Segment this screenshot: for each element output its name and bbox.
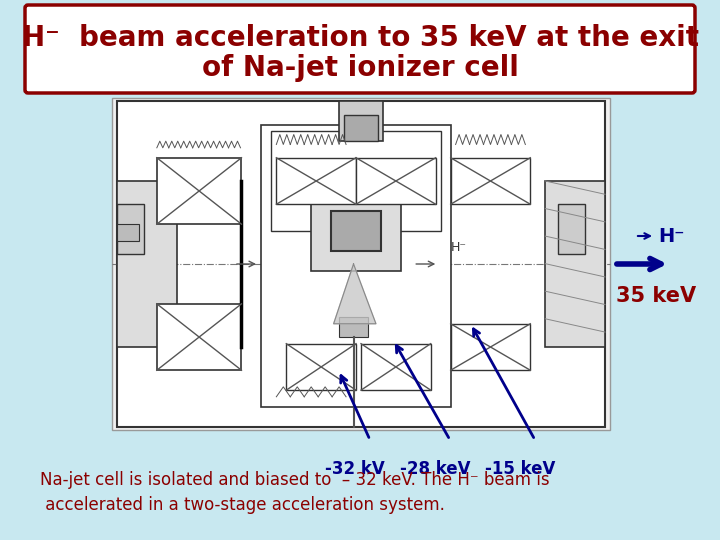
Text: H⁻: H⁻: [658, 226, 685, 246]
FancyBboxPatch shape: [25, 5, 695, 93]
Bar: [331, 211, 381, 251]
Text: of Na-jet ionizer cell: of Na-jet ionizer cell: [202, 54, 518, 82]
Bar: [117, 224, 140, 241]
Bar: [338, 102, 384, 141]
Bar: [117, 102, 605, 427]
Polygon shape: [333, 264, 376, 324]
Text: -15 keV: -15 keV: [485, 460, 555, 478]
Bar: [311, 198, 401, 271]
Bar: [451, 158, 531, 204]
Bar: [287, 343, 356, 390]
Bar: [157, 304, 241, 370]
Bar: [112, 98, 610, 430]
Text: Na-jet cell is isolated and biased to  – 32 keV. The H⁻ beam is: Na-jet cell is isolated and biased to – …: [40, 471, 549, 489]
Text: 35 keV: 35 keV: [616, 286, 696, 306]
Bar: [271, 131, 441, 231]
Bar: [558, 204, 585, 254]
Bar: [545, 181, 605, 347]
Bar: [261, 125, 451, 407]
Bar: [338, 317, 369, 337]
Bar: [451, 324, 531, 370]
Bar: [356, 158, 436, 204]
Bar: [157, 158, 241, 224]
Bar: [117, 204, 145, 254]
Text: H⁻  beam acceleration to 35 keV at the exit: H⁻ beam acceleration to 35 keV at the ex…: [22, 24, 698, 52]
Bar: [117, 181, 176, 347]
Bar: [276, 158, 356, 204]
Bar: [361, 343, 431, 390]
Bar: [343, 114, 379, 141]
Text: accelerated in a two-stage acceleration system.: accelerated in a two-stage acceleration …: [40, 496, 445, 514]
Text: -32 kV: -32 kV: [325, 460, 385, 478]
Text: H⁻: H⁻: [451, 241, 467, 254]
Text: -28 keV: -28 keV: [400, 460, 470, 478]
